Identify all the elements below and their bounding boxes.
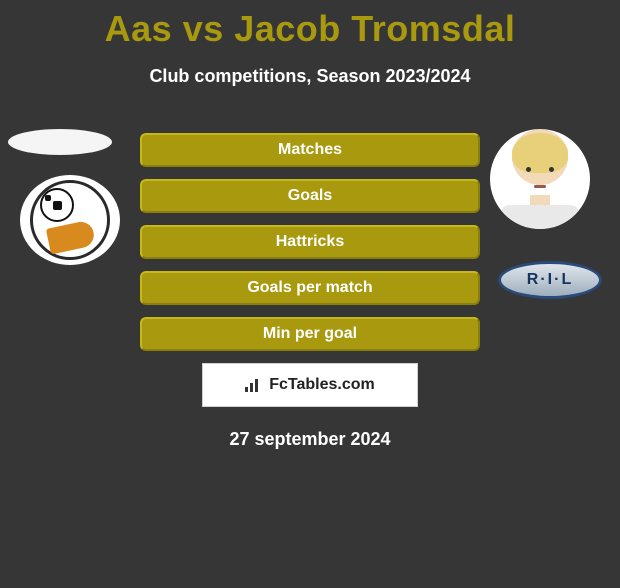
subtitle: Club competitions, Season 2023/2024 xyxy=(0,66,620,87)
brand-name: FcTables.com xyxy=(269,376,375,394)
left-club-badge xyxy=(20,175,120,265)
stat-bar-goals: Goals xyxy=(140,179,480,213)
right-player-avatar xyxy=(490,129,590,229)
brand-box: FcTables.com xyxy=(202,363,418,407)
comparison-area: R·I·L Matches Goals Hattricks Goals per … xyxy=(0,133,620,450)
date-label: 27 september 2024 xyxy=(0,429,620,450)
stat-bars: Matches Goals Hattricks Goals per match … xyxy=(140,133,480,351)
bar-chart-icon xyxy=(245,378,263,392)
stat-bar-matches: Matches xyxy=(140,133,480,167)
left-player-avatar xyxy=(8,129,112,155)
page-title: Aas vs Jacob Tromsdal xyxy=(0,8,620,50)
stat-bar-hattricks: Hattricks xyxy=(140,225,480,259)
stat-bar-min-per-goal: Min per goal xyxy=(140,317,480,351)
right-club-badge: R·I·L xyxy=(498,261,602,299)
stat-bar-goals-per-match: Goals per match xyxy=(140,271,480,305)
right-club-badge-text: R·I·L xyxy=(527,271,573,289)
